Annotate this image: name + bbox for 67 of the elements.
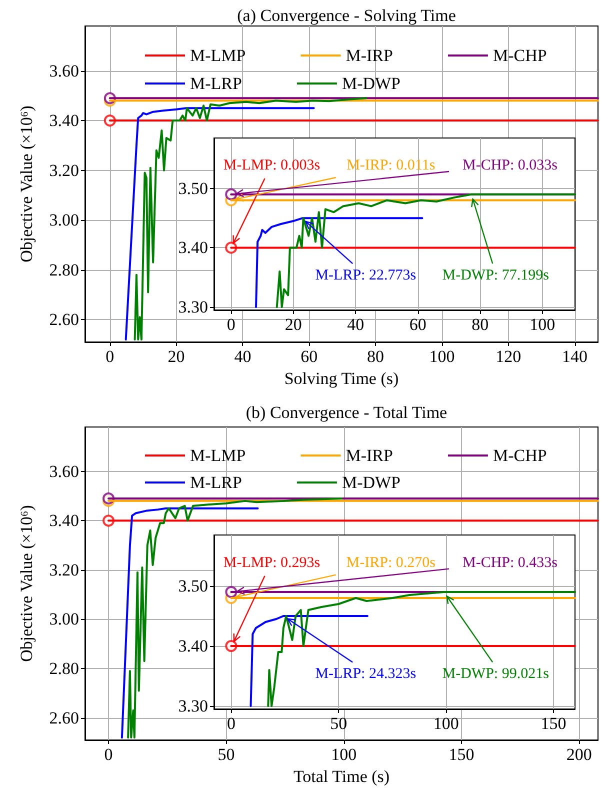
legend-label: M-DWP bbox=[342, 473, 401, 492]
annotation: M-DWP: 77.199s bbox=[442, 268, 550, 284]
y-tick-label: 2.80 bbox=[49, 659, 79, 678]
x-tick-label: 200 bbox=[566, 745, 592, 764]
annotation: M-IRP: 0.270s bbox=[346, 554, 436, 571]
annotation: M-LMP: 0.003s bbox=[223, 158, 320, 174]
y-tick-label: 3.20 bbox=[49, 160, 79, 180]
chart-title: (a) Convergence - Solving Time bbox=[237, 6, 456, 25]
y-tick-label: 3.40 bbox=[178, 636, 208, 656]
y-axis-title: Objective Value (×10⁶) bbox=[17, 106, 36, 262]
x-tick-label: 100 bbox=[530, 315, 556, 334]
y-tick-label: 3.60 bbox=[49, 462, 79, 481]
y-tick-label: 3.00 bbox=[49, 610, 79, 629]
x-axis-title: Solving Time (s) bbox=[284, 369, 399, 388]
x-tick-label: 50 bbox=[330, 714, 348, 733]
x-tick-label: 100 bbox=[331, 745, 357, 764]
legend-label: M-CHP bbox=[492, 46, 547, 65]
x-tick-label: 40 bbox=[234, 347, 252, 366]
x-tick-label: 20 bbox=[284, 315, 302, 334]
legend-label: M-DWP bbox=[342, 74, 401, 93]
y-tick-label: 3.00 bbox=[49, 210, 79, 230]
y-tick-label: 3.20 bbox=[49, 560, 79, 580]
y-tick-label: 3.40 bbox=[49, 111, 79, 130]
annotation: M-DWP: 99.021s bbox=[442, 666, 550, 682]
y-tick-label: 2.60 bbox=[49, 310, 79, 330]
x-tick-label: 0 bbox=[226, 315, 236, 334]
legend-label: M-LRP bbox=[190, 74, 242, 93]
annotation: M-CHP: 0.033s bbox=[462, 158, 558, 174]
legend-label: M-IRP bbox=[346, 446, 393, 465]
x-tick-label: 100 bbox=[433, 714, 459, 733]
x-tick-label: 140 bbox=[562, 347, 588, 366]
annotation: M-IRP: 0.011s bbox=[346, 158, 436, 174]
y-tick-label: 3.40 bbox=[178, 238, 208, 258]
annotation: M-CHP: 0.433s bbox=[462, 554, 558, 571]
x-tick-label: 150 bbox=[448, 745, 474, 764]
x-axis-title: Total Time (s) bbox=[293, 767, 390, 786]
legend-label: M-LMP bbox=[190, 446, 246, 465]
annotation: M-LMP: 0.293s bbox=[223, 554, 320, 571]
y-axis-title: Objective Value (×10⁶) bbox=[17, 505, 36, 662]
y-tick-label: 2.60 bbox=[49, 708, 79, 728]
x-tick-label: 40 bbox=[347, 315, 364, 334]
x-tick-label: 60 bbox=[300, 347, 318, 366]
x-tick-label: 120 bbox=[496, 347, 522, 366]
x-tick-label: 0 bbox=[226, 714, 236, 733]
x-tick-label: 80 bbox=[472, 315, 489, 334]
y-tick-label: 3.40 bbox=[49, 511, 79, 530]
y-tick-label: 3.30 bbox=[178, 696, 208, 716]
y-tick-label: 3.30 bbox=[178, 298, 208, 317]
x-tick-label: 150 bbox=[540, 714, 566, 733]
legend-label: M-IRP bbox=[346, 46, 393, 65]
y-tick-label: 3.50 bbox=[178, 178, 208, 198]
legend-label: M-CHP bbox=[492, 446, 547, 465]
x-tick-label: 20 bbox=[168, 347, 185, 366]
legend-label: M-LRP bbox=[190, 473, 242, 492]
x-tick-label: 0 bbox=[104, 745, 113, 764]
legend-label: M-LMP bbox=[190, 46, 246, 65]
y-tick-label: 2.80 bbox=[49, 260, 79, 280]
x-tick-label: 0 bbox=[106, 347, 114, 366]
x-tick-label: 50 bbox=[218, 745, 235, 764]
x-tick-label: 60 bbox=[409, 315, 426, 334]
annotation: M-LRP: 24.323s bbox=[315, 666, 416, 682]
chart-title: (b) Convergence - Total Time bbox=[246, 403, 448, 422]
annotation: M-LRP: 22.773s bbox=[315, 268, 416, 284]
y-tick-label: 3.60 bbox=[49, 61, 79, 80]
y-tick-label: 3.50 bbox=[178, 576, 208, 596]
x-tick-label: 80 bbox=[367, 347, 384, 366]
x-tick-label: 100 bbox=[429, 347, 455, 366]
